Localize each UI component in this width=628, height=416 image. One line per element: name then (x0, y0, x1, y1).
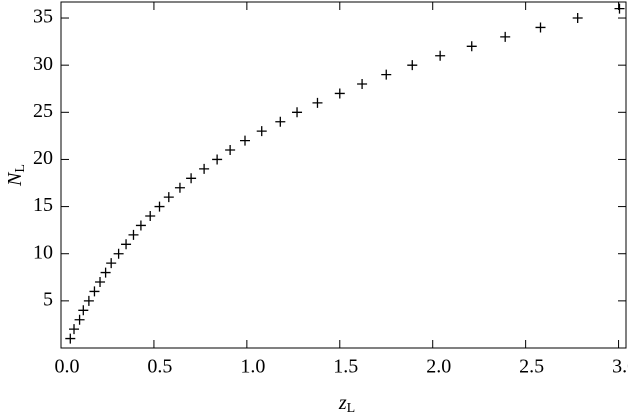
point (186, 173, 197, 184)
point (199, 163, 210, 174)
point (407, 60, 418, 71)
y-tick-label: 25 (33, 100, 53, 122)
point (535, 22, 546, 33)
y-tick-label: 35 (33, 6, 53, 28)
y-tick-label: 20 (33, 147, 53, 169)
y-tick-label: 30 (33, 53, 53, 75)
point (128, 229, 139, 240)
plot-frame (60, 1, 627, 349)
x-tick-label: 1.5 (333, 356, 358, 378)
y-label-sub: L (13, 164, 28, 173)
point (256, 126, 267, 137)
y-tick-label: 10 (33, 241, 53, 263)
point (466, 41, 477, 52)
point (78, 305, 89, 316)
point (100, 267, 111, 278)
point (174, 182, 185, 193)
point (121, 239, 132, 250)
x-axis-label: zL (338, 392, 355, 416)
point (239, 135, 250, 146)
point (83, 295, 94, 306)
point (572, 13, 583, 24)
x-label-main: z (338, 392, 347, 414)
point (145, 211, 156, 222)
point (74, 314, 85, 325)
y-tick-label: 5 (43, 288, 53, 310)
point (614, 3, 625, 14)
point (312, 97, 323, 108)
x-label-sub: L (347, 401, 356, 416)
point (435, 50, 446, 61)
point (89, 286, 100, 297)
y-label-main: N (4, 171, 26, 187)
point (65, 333, 76, 344)
point (292, 107, 303, 118)
y-tick-label: 15 (33, 194, 53, 216)
x-tick-label: 2.5 (519, 356, 544, 378)
point (113, 248, 124, 259)
point (95, 277, 106, 288)
point (212, 154, 223, 165)
x-tick-label: 3.0 (612, 356, 628, 378)
point (500, 31, 511, 42)
point (135, 220, 146, 231)
point (163, 192, 174, 203)
y-axis-label: NL (4, 164, 29, 187)
point (381, 69, 392, 80)
point (106, 258, 117, 269)
point (69, 324, 80, 335)
point (154, 201, 165, 212)
x-tick-label: 0.0 (55, 356, 80, 378)
point (225, 145, 236, 156)
point (275, 116, 286, 127)
point (357, 79, 368, 90)
point (334, 88, 345, 99)
x-tick-label: 2.0 (426, 356, 451, 378)
x-tick-label: 0.5 (147, 356, 172, 378)
x-tick-label: 1.0 (240, 356, 265, 378)
